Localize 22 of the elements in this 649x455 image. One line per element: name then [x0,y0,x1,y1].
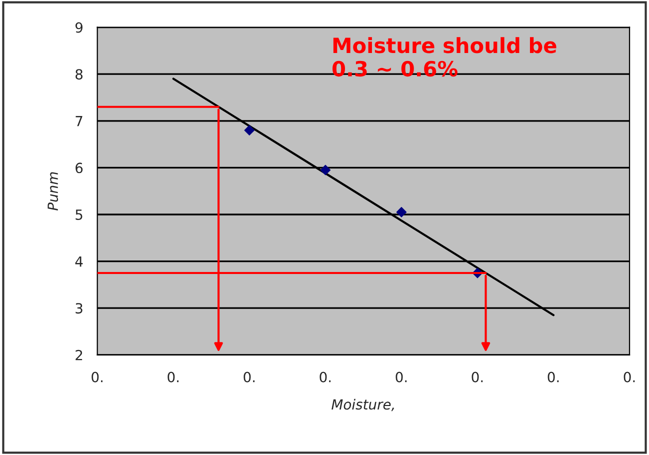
x-tick-label: 0. [624,372,635,382]
y-tick-label: 2 [76,350,82,360]
point [396,206,407,218]
y-tick-label: 5 [76,210,82,220]
y-axis-title: Punm [48,172,58,210]
y-tick-label: 7 [76,116,82,126]
point [244,125,255,136]
y-tick-label: 8 [76,69,83,80]
y-tick-label: 4 [75,256,83,267]
x-axis-title: Moisture, [332,398,394,412]
annotation: Moisture should be 0.3 ~ 0.6% [332,37,556,77]
point [320,164,331,176]
x-tick-label: 0. [244,372,255,382]
y-tick-label: 6 [76,162,83,174]
x-tick-label: 0. [168,372,179,382]
x-tick-label: 0. [320,372,331,382]
x-tick-label: 0. [472,372,483,382]
x-tick-label: 0. [396,372,407,382]
x-tick-label: 0. [92,372,102,382]
y-tick-label: 3 [76,303,82,314]
x-tick-label: 0. [548,372,559,382]
y-tick-label: 9 [76,22,82,33]
